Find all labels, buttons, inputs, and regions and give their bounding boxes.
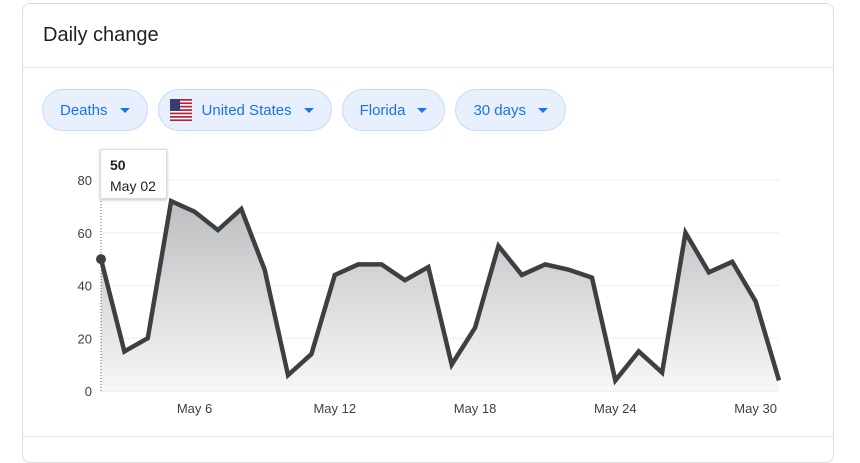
y-tick-label: 80 [78,173,92,188]
period-dropdown[interactable]: 30 days [455,89,566,131]
tooltip-value: 50 [110,157,126,173]
caret-down-icon [303,107,314,113]
header-divider [23,67,833,68]
metric-label: Deaths [60,101,108,119]
daily-change-chart[interactable]: 0 20 40 60 80 May 6 May 12 May 18 May 24 May 30 [0,0,860,446]
chart-tooltip: 50 May 02 [100,149,167,199]
region-label: Florida [359,101,406,119]
caret-down-icon [417,107,428,113]
filter-bar: Deaths United States Florida 30 days [42,89,566,131]
series-line [98,197,782,386]
metric-dropdown[interactable]: Deaths [42,89,148,131]
y-tick-label: 40 [78,279,92,294]
region-dropdown[interactable]: Florida [341,89,446,131]
x-tick-label: May 24 [594,401,637,416]
series-area [101,201,779,391]
x-tick-label: May 30 [734,401,777,416]
country-label: United States [201,101,292,119]
footer-divider [23,436,833,437]
period-label: 30 days [473,101,526,119]
caret-down-icon [538,107,548,113]
x-tick-label: May 12 [313,401,356,416]
y-tick-label: 0 [85,384,92,399]
us-flag-icon [169,99,192,121]
x-tick-label: May 6 [177,401,212,416]
highlighted-point [96,254,106,265]
y-tick-label: 20 [78,331,92,346]
card-title: Daily change [43,24,159,46]
chart-area: 0 20 40 60 80 May 6 May 12 May 18 May 24 May 30 [0,0,860,446]
x-tick-label: May 18 [454,401,497,416]
y-tick-label: 60 [78,226,92,241]
country-dropdown[interactable]: United States [157,89,332,131]
caret-down-icon [119,107,130,113]
tooltip-date: May 02 [110,178,156,194]
